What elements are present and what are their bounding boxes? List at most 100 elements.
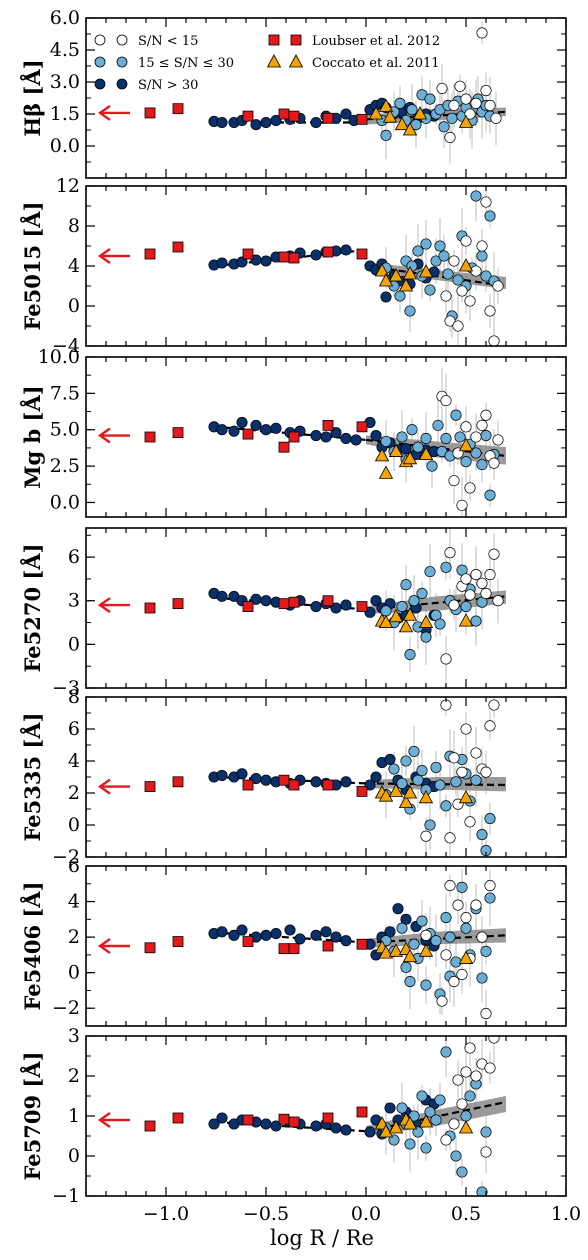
- point-sn-low: [464, 816, 476, 828]
- legend-marker: [94, 56, 106, 68]
- x-tick-label: 1.0: [551, 1203, 581, 1225]
- point-sn-low: [420, 830, 432, 842]
- point-sn-mid: [460, 922, 472, 934]
- point-sn-low: [492, 280, 504, 292]
- point-sn-high: [236, 768, 248, 780]
- legend-marker: [116, 56, 128, 68]
- point-coccato: [378, 945, 394, 959]
- point-sn-low: [436, 995, 448, 1007]
- legend-marker: [94, 78, 106, 90]
- point-sn-high: [260, 595, 272, 607]
- point-sn-low: [444, 547, 456, 559]
- point-sn-mid: [450, 1150, 462, 1162]
- point-sn-low: [464, 295, 476, 307]
- point-sn-high: [384, 1102, 396, 1114]
- y-axis-title: Mg b [Å]: [20, 385, 45, 488]
- point-sn-low: [456, 499, 468, 511]
- point-sn-high: [350, 434, 362, 446]
- point-loubser: [242, 936, 254, 947]
- point-coccato: [418, 943, 434, 957]
- point-coccato: [418, 446, 434, 460]
- point-loubser: [172, 103, 184, 115]
- point-sn-low: [476, 419, 488, 431]
- point-sn-high: [216, 926, 228, 938]
- point-sn-mid: [408, 745, 420, 757]
- y-tick-label: 12: [56, 175, 80, 197]
- point-sn-mid: [434, 618, 446, 630]
- y-tick-label: 4.5: [50, 39, 80, 61]
- point-sn-mid: [420, 432, 432, 445]
- point-sn-low: [480, 84, 492, 97]
- point-loubser: [356, 1106, 368, 1118]
- y-tick-label: 3: [68, 1025, 80, 1047]
- point-loubser: [278, 251, 290, 263]
- y-tick-label: 1.5: [50, 103, 80, 125]
- point-loubser: [288, 252, 300, 264]
- point-sn-low: [476, 240, 488, 252]
- legend-marker: [266, 54, 282, 68]
- point-sn-low: [420, 929, 432, 941]
- point-sn-mid: [400, 961, 412, 973]
- y-tick-label: 2.5: [50, 455, 80, 477]
- point-sn-high: [340, 599, 352, 611]
- point-sn-mid: [460, 456, 472, 468]
- point-loubser: [172, 427, 184, 439]
- y-tick-label: 0: [68, 962, 80, 984]
- point-sn-high: [340, 935, 352, 947]
- point-sn-high: [216, 424, 228, 436]
- point-sn-mid: [412, 441, 424, 453]
- point-coccato: [418, 789, 434, 804]
- point-sn-high: [370, 595, 382, 607]
- point-sn-mid: [396, 777, 408, 789]
- point-sn-low: [448, 1118, 460, 1130]
- point-sn-mid: [480, 429, 492, 442]
- point-sn-mid: [424, 1106, 436, 1118]
- point-sn-mid: [480, 270, 492, 282]
- point-sn-mid: [404, 976, 416, 988]
- point-coccato: [458, 613, 474, 627]
- point-loubser: [144, 248, 156, 260]
- point-sn-mid: [416, 915, 428, 927]
- plot-area: [144, 368, 507, 517]
- point-coccato: [374, 263, 390, 277]
- point-sn-mid: [388, 763, 400, 775]
- panel-5: −2 0 2 4 6 8 Fe5335 [Å]: [20, 686, 567, 868]
- arrow-head: [97, 427, 111, 444]
- point-sn-low: [470, 568, 482, 581]
- point-sn-high: [228, 929, 240, 941]
- point-sn-mid: [484, 813, 496, 825]
- point-loubser: [356, 601, 368, 612]
- point-sn-low: [456, 1098, 468, 1110]
- point-coccato: [458, 258, 474, 272]
- point-sn-high: [216, 257, 228, 269]
- point-sn-high: [370, 429, 382, 442]
- legend: S/N < 15 15 ≤ S/N ≤ 30 S/N > 30 Loubser et …: [94, 34, 440, 93]
- point-loubser: [278, 774, 290, 786]
- y-tick-label: −1: [52, 1185, 80, 1207]
- y-axis-title: Fe5270 [Å]: [20, 543, 45, 672]
- point-loubser: [322, 419, 334, 431]
- point-sn-mid: [380, 129, 392, 141]
- point-sn-mid: [394, 290, 406, 302]
- point-sn-high: [310, 1120, 322, 1132]
- point-loubser: [278, 598, 290, 610]
- point-sn-mid: [420, 238, 432, 250]
- point-sn-mid: [434, 240, 446, 252]
- point-sn-low: [460, 1066, 472, 1078]
- point-sn-low: [452, 320, 464, 332]
- point-sn-low: [476, 577, 488, 589]
- point-sn-low: [440, 290, 452, 302]
- point-coccato: [458, 437, 474, 452]
- legend-label: Coccato et al. 2011: [312, 56, 440, 71]
- x-tick-label: −0.5: [243, 1203, 289, 1225]
- point-sn-mid: [480, 945, 492, 957]
- point-sn-mid: [456, 1166, 468, 1178]
- point-sn-mid: [408, 938, 420, 950]
- point-sn-low: [476, 931, 488, 943]
- point-loubser: [288, 779, 300, 791]
- point-loubser: [322, 1112, 334, 1124]
- point-sn-low: [452, 1074, 464, 1086]
- point-sn-mid: [438, 121, 450, 133]
- point-coccato: [382, 109, 398, 123]
- legend-label: Loubser et al. 2012: [312, 34, 440, 49]
